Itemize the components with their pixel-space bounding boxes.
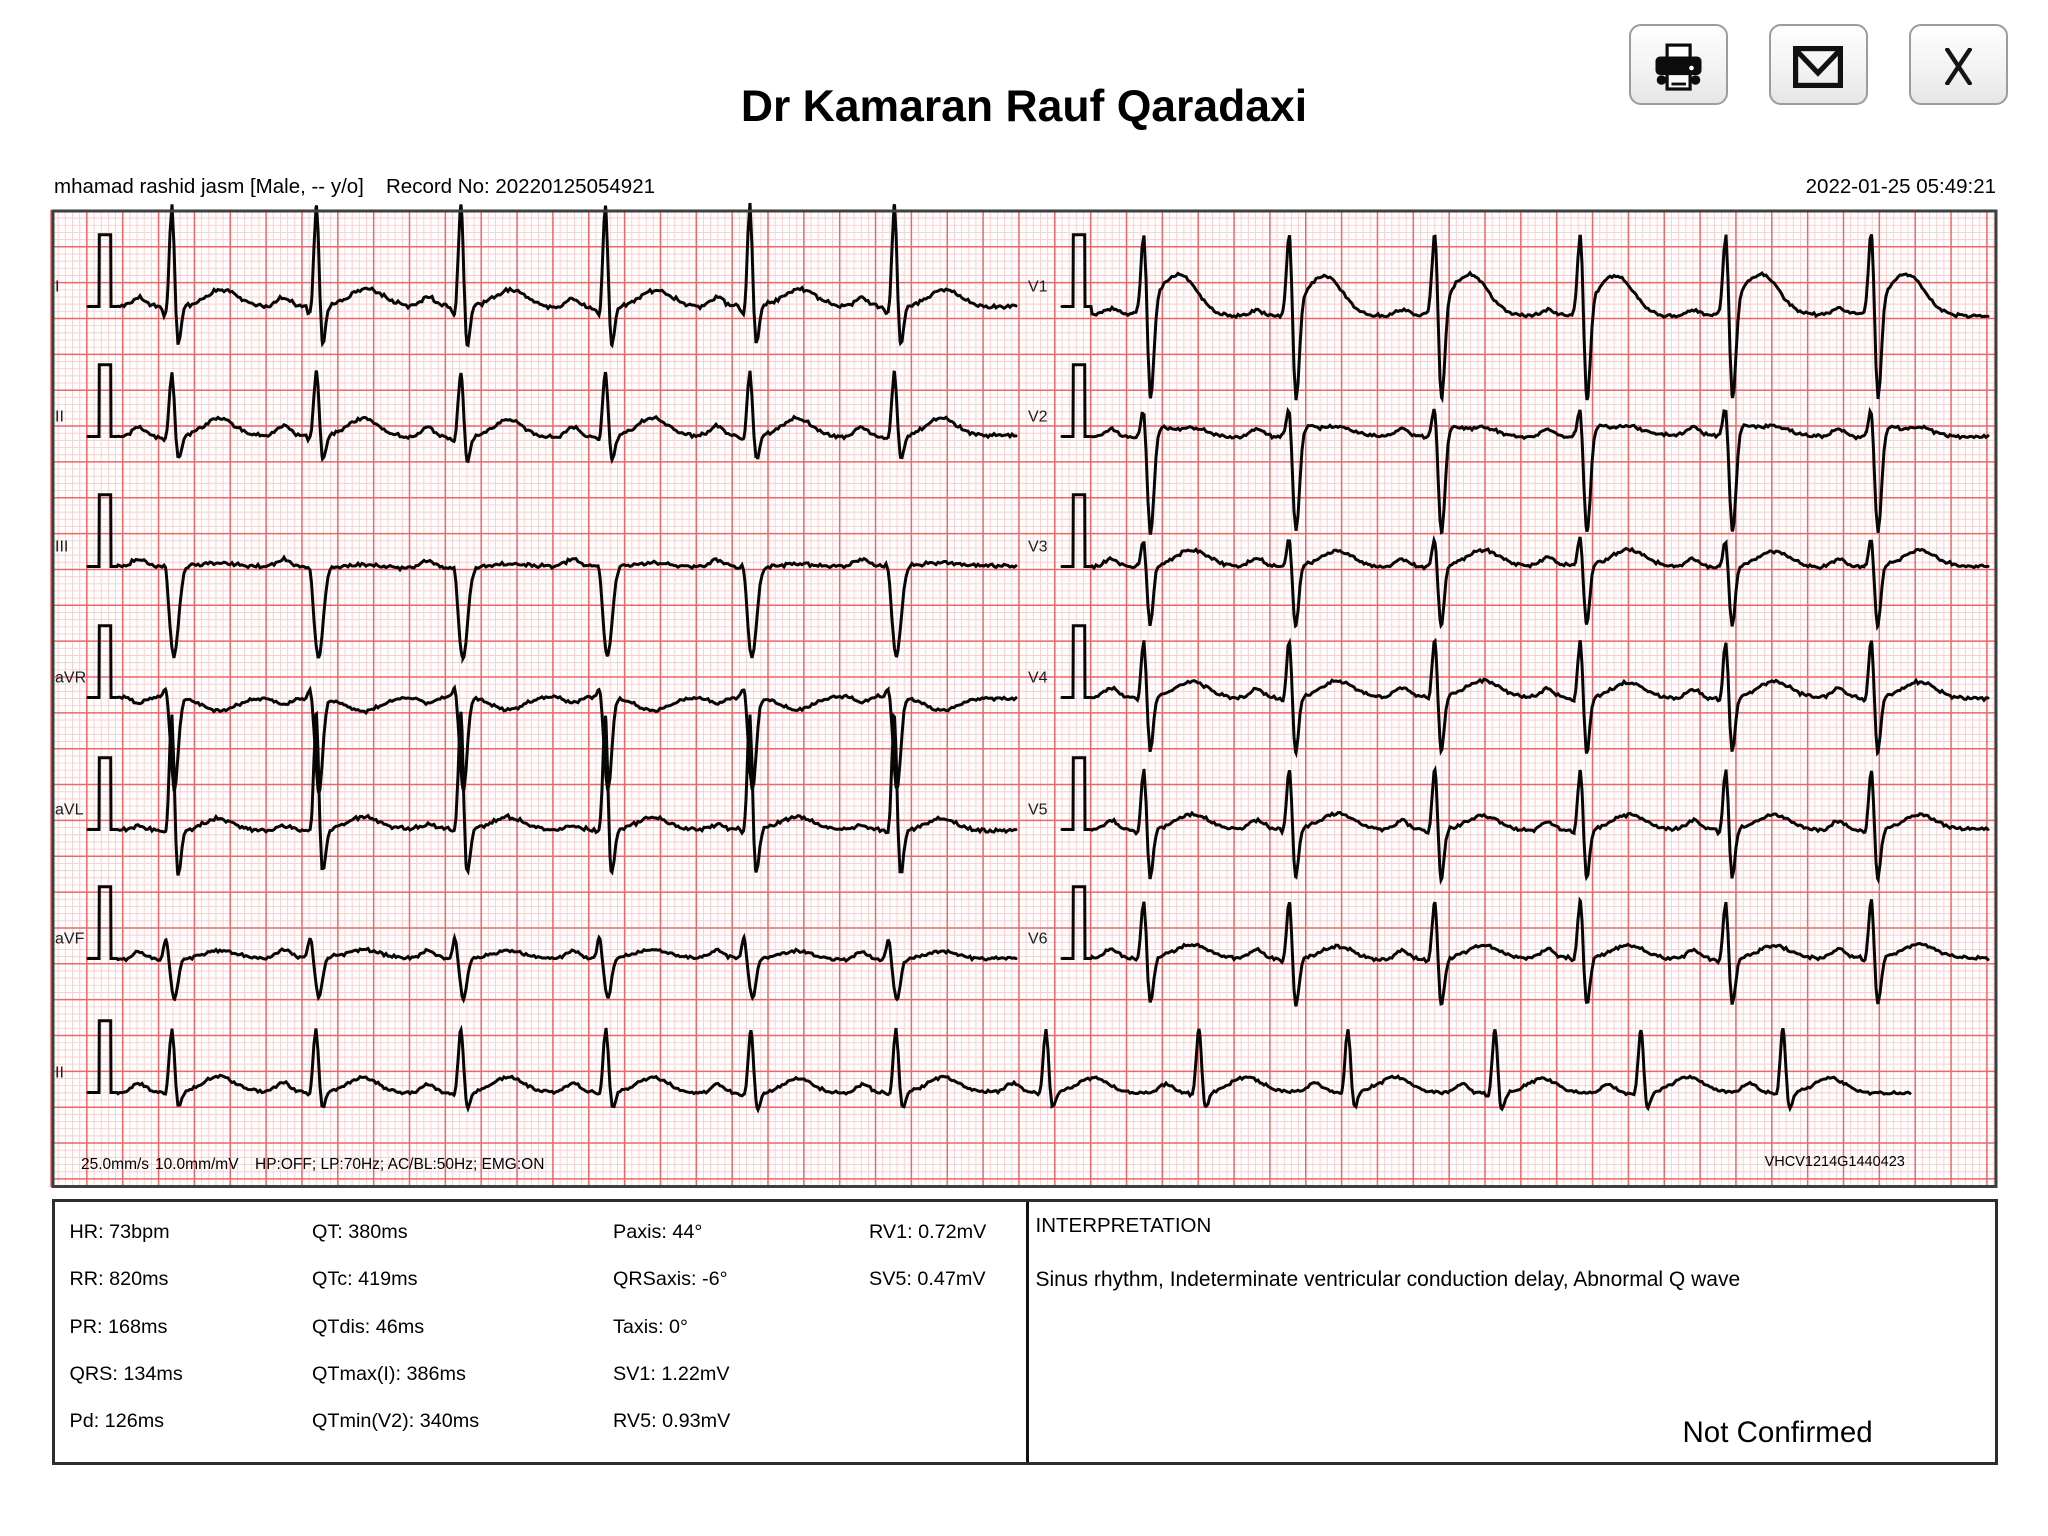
svg-text:II: II bbox=[55, 1064, 64, 1081]
svg-text:I: I bbox=[55, 278, 59, 295]
svg-text:V2: V2 bbox=[1028, 408, 1048, 425]
svg-text:aVF: aVF bbox=[55, 930, 85, 947]
svg-text:V5: V5 bbox=[1028, 801, 1048, 818]
svg-text:10.0mm/mV: 10.0mm/mV bbox=[155, 1156, 239, 1173]
svg-text:III: III bbox=[55, 538, 68, 555]
svg-text:25.0mm/s: 25.0mm/s bbox=[81, 1156, 149, 1173]
svg-text:VHCV1214G1440423: VHCV1214G1440423 bbox=[1765, 1154, 1905, 1170]
svg-text:V1: V1 bbox=[1028, 278, 1048, 295]
svg-text:V4: V4 bbox=[1028, 669, 1048, 686]
svg-text:II: II bbox=[55, 408, 64, 425]
svg-text:V6: V6 bbox=[1028, 930, 1048, 947]
svg-text:V3: V3 bbox=[1028, 538, 1048, 555]
svg-text:aVL: aVL bbox=[55, 801, 84, 818]
svg-text:HP:OFF; LP:70Hz; AC/BL:50Hz; E: HP:OFF; LP:70Hz; AC/BL:50Hz; EMG:ON bbox=[255, 1156, 544, 1173]
svg-text:aVR: aVR bbox=[55, 669, 86, 686]
